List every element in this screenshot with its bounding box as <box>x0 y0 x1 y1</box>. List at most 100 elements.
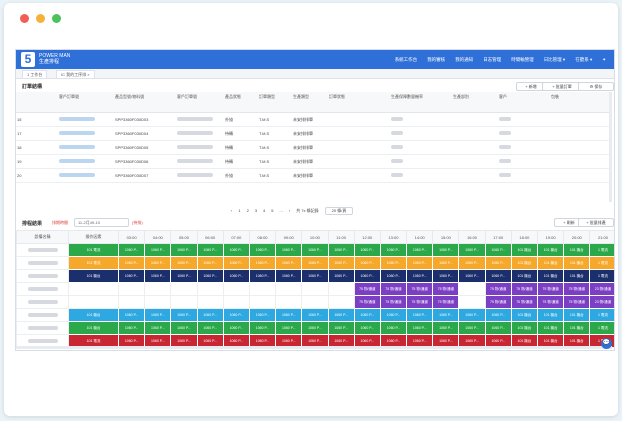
schedule-cell[interactable]: 75 物/通道 <box>510 282 539 296</box>
order-row[interactable]: 18 SPP3360F030D05 待轉 T.M.S 未安排排單 <box>16 140 612 155</box>
schedule-cell[interactable]: 1060 P... <box>275 256 303 270</box>
schedule-cell[interactable]: 1060 P... <box>301 243 329 257</box>
schedule-cell[interactable]: 1 電流 <box>589 308 614 322</box>
schedule-cell[interactable]: 1060 P... <box>170 243 198 257</box>
schedule-cell[interactable]: 1060 P... <box>117 243 146 257</box>
schedule-cell[interactable]: 75 物/通道 <box>353 282 381 296</box>
order-row[interactable]: 19 SPP3360F030D06 待轉 T.M.S 未安排排單 <box>16 154 612 169</box>
menu-item-logs[interactable]: 日志管理 <box>483 56 502 62</box>
schedule-cell[interactable]: 1060 P... <box>406 334 434 348</box>
schedule-cell[interactable]: 1060 P... <box>406 256 434 270</box>
schedule-cell[interactable]: 1060 P... <box>196 308 224 322</box>
schedule-cell[interactable]: 1060 P... <box>484 321 512 335</box>
schedule-cell[interactable]: 1060 P... <box>327 256 355 270</box>
schedule-cell[interactable] <box>327 282 355 296</box>
schedule-row[interactable]: 101 機台 1060 P... 1060 P... 1060 P... 1060 P.… <box>16 321 614 335</box>
schedule-cell[interactable]: 101 電流 <box>68 334 119 348</box>
schedule-cell[interactable]: 1060 P... <box>432 269 460 283</box>
schedule-cell[interactable]: 1060 P... <box>196 243 224 257</box>
schedule-cell[interactable]: 1060 P... <box>353 321 381 335</box>
menu-item-user[interactable]: 在聽系 ▾ <box>575 56 593 62</box>
schedule-cell[interactable]: 101 機台 <box>510 321 539 335</box>
schedule-cell[interactable]: 1060 P... <box>222 334 250 348</box>
schedule-cell[interactable]: 1060 P... <box>327 334 355 348</box>
schedule-cell[interactable]: 1060 P... <box>170 269 198 283</box>
schedule-cell[interactable] <box>248 295 277 309</box>
schedule-cell[interactable] <box>275 295 303 309</box>
schedule-cell[interactable]: 1060 P... <box>353 269 381 283</box>
pager-item[interactable]: 3 <box>254 208 258 213</box>
schedule-cell[interactable]: 1 電流 <box>589 256 614 270</box>
schedule-cell[interactable]: 101 機台 <box>536 321 565 335</box>
schedule-cell[interactable]: 75 物/通道 <box>536 295 565 309</box>
schedule-cell[interactable] <box>144 295 172 309</box>
pager-item[interactable]: ... <box>279 208 283 213</box>
schedule-cell[interactable]: 1060 P... <box>144 243 172 257</box>
schedule-cell[interactable]: 1060 P... <box>327 308 355 322</box>
schedule-cell[interactable]: 1060 P... <box>327 243 355 257</box>
schedule-cell[interactable]: 1060 P... <box>301 308 329 322</box>
schedule-cell[interactable]: 1060 P... <box>248 308 277 322</box>
pager-item[interactable]: › <box>288 208 291 213</box>
schedule-cell[interactable]: 1060 P... <box>484 269 512 283</box>
schedule-cell[interactable]: 1 電流 <box>589 269 614 283</box>
batch-schedule-button[interactable]: + 批量排產 <box>578 218 614 227</box>
schedule-cell[interactable]: 1060 P... <box>117 308 146 322</box>
schedule-cell[interactable]: 75 物/通道 <box>432 282 460 296</box>
pager-item[interactable]: 2 <box>246 208 249 213</box>
schedule-cell[interactable]: 1060 P... <box>248 269 277 283</box>
schedule-cell[interactable]: 1060 P... <box>196 256 224 270</box>
schedule-cell[interactable]: 75 物/通道 <box>510 295 539 309</box>
schedule-cell[interactable]: 1060 P... <box>301 256 329 270</box>
schedule-cell[interactable]: 101 機台 <box>510 308 539 322</box>
schedule-cell[interactable] <box>196 282 224 296</box>
schedule-cell[interactable]: 75 物/通道 <box>484 282 512 296</box>
schedule-cell[interactable]: 1 電流 <box>589 243 614 257</box>
schedule-cell[interactable]: 1060 P... <box>432 243 460 257</box>
schedule-cell[interactable]: 1060 P... <box>406 308 434 322</box>
schedule-cell[interactable]: 1060 P... <box>458 308 486 322</box>
schedule-cell[interactable]: 75 物/通道 <box>406 295 434 309</box>
schedule-cell[interactable]: 1060 P... <box>379 243 408 257</box>
schedule-cell[interactable]: 23 物/通道 <box>589 282 614 296</box>
schedule-cell[interactable]: 101 機台 <box>510 269 539 283</box>
schedule-cell[interactable]: 1 電流 <box>589 321 614 335</box>
schedule-cell[interactable] <box>170 282 198 296</box>
schedule-cell[interactable]: 1060 P... <box>196 334 224 348</box>
batch-order-button[interactable]: + 批量訂單 <box>542 82 582 91</box>
minimize-dot[interactable] <box>36 14 45 23</box>
schedule-cell[interactable]: 75 物/通道 <box>379 295 408 309</box>
schedule-cell[interactable] <box>301 295 329 309</box>
schedule-cell[interactable]: 1060 P... <box>379 256 408 270</box>
pager-item[interactable]: 5 <box>271 208 274 213</box>
schedule-cell[interactable]: 1060 P... <box>406 269 434 283</box>
pager-item[interactable]: 共 7x 條記錄 <box>296 207 319 213</box>
schedule-row[interactable]: 101 機台 1060 P... 1060 P... 1060 P... 1060 P.… <box>16 308 614 322</box>
schedule-row[interactable]: 101 電流 1060 P... 1060 P... 1060 P... 1060 P.… <box>16 243 614 257</box>
schedule-cell[interactable]: 1060 P... <box>117 269 146 283</box>
schedule-cell[interactable]: 101 機台 <box>563 321 591 335</box>
schedule-cell[interactable]: 101 機台 <box>563 269 591 283</box>
order-row[interactable]: 20 SPP3360F030D07 外協 T.M.S 未安排排單 <box>16 168 612 183</box>
menu-item-approvals[interactable]: 我的審核 <box>427 56 446 62</box>
schedule-cell[interactable]: 1060 P... <box>353 243 381 257</box>
schedule-cell[interactable]: 1060 P... <box>275 308 303 322</box>
schedule-cell[interactable] <box>68 282 119 296</box>
schedule-cell[interactable]: 101 機台 <box>563 308 591 322</box>
schedule-cell[interactable]: 101 電流 <box>68 243 119 257</box>
schedule-cell[interactable] <box>196 295 224 309</box>
schedule-cell[interactable]: 1060 P... <box>117 256 146 270</box>
schedule-cell[interactable]: 75 物/通道 <box>563 295 591 309</box>
schedule-cell[interactable]: 1060 P... <box>353 256 381 270</box>
schedule-cell[interactable]: 101 機台 <box>536 243 565 257</box>
schedule-cell[interactable]: 1060 P... <box>222 321 250 335</box>
schedule-cell[interactable] <box>248 282 277 296</box>
schedule-cell[interactable]: 1060 P... <box>170 308 198 322</box>
schedule-cell[interactable]: 1060 P... <box>406 243 434 257</box>
schedule-cell[interactable]: 1060 P... <box>458 321 486 335</box>
schedule-cell[interactable]: 1060 P... <box>301 321 329 335</box>
schedule-cell[interactable]: 1060 P... <box>327 269 355 283</box>
schedule-row[interactable]: 75 物/通道 75 物/通道 75 物/通道 75 物/通道 75 物/通道 75 物/… <box>16 295 614 309</box>
schedule-cell[interactable]: 75 物/通道 <box>406 282 434 296</box>
schedule-cell[interactable]: 1060 P... <box>484 308 512 322</box>
